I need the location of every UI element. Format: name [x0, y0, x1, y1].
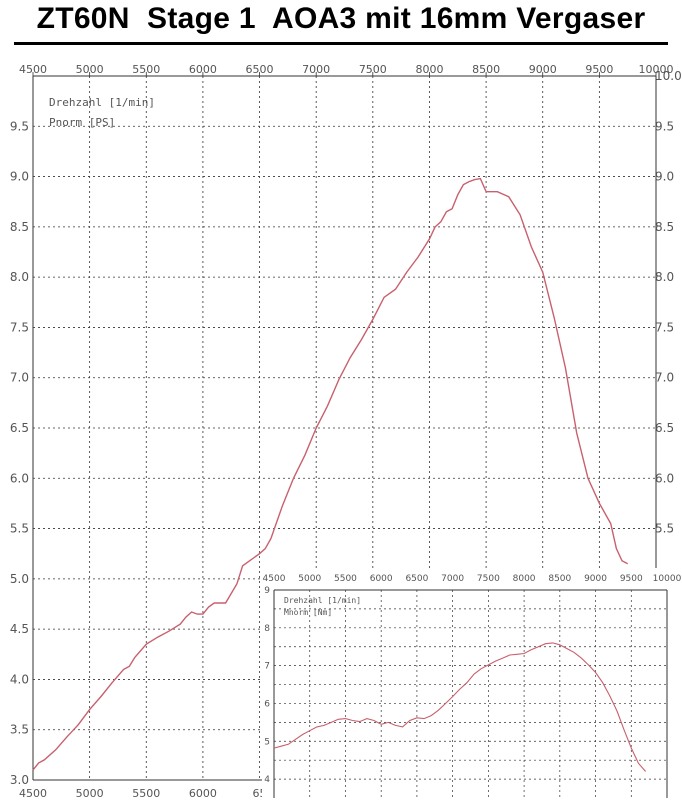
- y-tick-label-left: 4.5: [10, 622, 29, 636]
- x-tick-label-top: 8500: [548, 574, 571, 584]
- x-tick-label-top: 8500: [472, 63, 500, 76]
- x-tick-label-top: 4500: [263, 574, 286, 584]
- y-tick-label-right: 6.0: [655, 471, 674, 485]
- x-tick-label-top: 10000: [653, 574, 682, 584]
- x-tick-label-top: 5500: [132, 63, 160, 76]
- x-tick-label-top: 6000: [370, 574, 393, 584]
- y-tick-label-left: 9.5: [10, 119, 29, 133]
- y-tick-label-right: 9.0: [655, 170, 674, 184]
- x-tick-label-top: 5500: [334, 574, 357, 584]
- x-tick-label-top: 6500: [246, 63, 274, 76]
- x-tick-label-top: 9500: [620, 574, 643, 584]
- x-tick-label-top: 6500: [405, 574, 428, 584]
- title-underline: [14, 42, 668, 45]
- y-tick-label-left: 9.0: [10, 170, 29, 184]
- x-tick-label-top: 9000: [529, 63, 557, 76]
- x-tick-label-top: 9500: [585, 63, 613, 76]
- y-tick-label-right: 8.0: [655, 270, 674, 284]
- x-tick-label-bottom: 5000: [76, 787, 104, 800]
- power-curve: [32, 177, 629, 771]
- x-tick-label-top: 10000: [639, 63, 674, 76]
- y-tick-label-left: 8: [264, 624, 270, 634]
- power-chart-legend: Drehzahl [1/min] Pnorm [PS]: [49, 96, 155, 129]
- torque-chart: 4500 5000 5500 6000 6500 7000 7500 8000 8500 9000…: [262, 568, 682, 798]
- y-tick-label-left: 5: [264, 737, 270, 747]
- x-tick-label-top: 7000: [441, 574, 464, 584]
- x-tick-label-top: 8000: [513, 574, 536, 584]
- chart-title: ZT60N Stage 1 AOA3 mit 16mm Vergaser: [36, 2, 646, 35]
- y-tick-label-left: 3.0: [10, 773, 29, 787]
- y-tick-label-left: 6: [264, 699, 270, 709]
- power-chart-series: [32, 177, 629, 771]
- y-tick-label-left: 8.0: [10, 270, 29, 284]
- y-tick-label-left: 5.0: [10, 572, 29, 586]
- y-tick-label-left: 3.5: [10, 723, 29, 737]
- torque-chart-grid: [273, 589, 668, 798]
- legend-entry: Drehzahl [1/min]: [49, 96, 155, 109]
- x-tick-label-top: 8000: [415, 63, 443, 76]
- y-tick-label-right: 8.5: [655, 220, 674, 234]
- legend-entry: Mnorm [Nm]: [284, 608, 332, 617]
- y-tick-label-left: 6.0: [10, 471, 29, 485]
- x-tick-label-top: 7000: [302, 63, 330, 76]
- torque-curve: [273, 642, 647, 772]
- y-tick-label-left: 7.0: [10, 371, 29, 385]
- y-tick-label-right: 7.0: [655, 371, 674, 385]
- x-tick-label-top: 5000: [298, 574, 321, 584]
- y-tick-label-left: 7.5: [10, 320, 29, 334]
- y-tick-label-left: 4: [264, 775, 270, 785]
- y-tick-label-left: 9: [264, 586, 270, 596]
- x-tick-label-bottom: 6000: [189, 787, 217, 800]
- y-tick-label-right: 5.5: [655, 522, 674, 536]
- y-tick-label-left: 5.5: [10, 522, 29, 536]
- y-tick-label-left: 6.5: [10, 421, 29, 435]
- x-tick-label-top: 7500: [359, 63, 387, 76]
- torque-chart-ticks: 4500 5000 5500 6000 6500 7000 7500 8000 8500 9000…: [263, 574, 682, 785]
- x-tick-label-top: 9000: [584, 574, 607, 584]
- y-tick-label-right: 9.5: [655, 119, 674, 133]
- torque-chart-legend: Drehzahl [1/min] Mnorm [Nm]: [284, 596, 361, 617]
- x-tick-label-top: 7500: [477, 574, 500, 584]
- y-tick-label-right: 6.5: [655, 421, 674, 435]
- y-tick-label-left: 4.0: [10, 672, 29, 686]
- x-tick-label-top: 5000: [76, 63, 104, 76]
- x-tick-label-top: 4500: [19, 63, 47, 76]
- torque-chart-series: [273, 642, 647, 772]
- y-tick-label-left: 8.5: [10, 220, 29, 234]
- y-tick-label-left: 7: [264, 662, 270, 672]
- x-tick-label-top: 6000: [189, 63, 217, 76]
- x-tick-label-bottom: 5500: [132, 787, 160, 800]
- x-tick-label-bottom: 4500: [19, 787, 47, 800]
- legend-entry: Pnorm [PS]: [49, 116, 115, 129]
- y-tick-label-right: 7.5: [655, 320, 674, 334]
- legend-entry: Drehzahl [1/min]: [284, 596, 361, 605]
- torque-chart-background: [262, 568, 682, 798]
- y-tick-label-right: 10.0: [655, 69, 682, 83]
